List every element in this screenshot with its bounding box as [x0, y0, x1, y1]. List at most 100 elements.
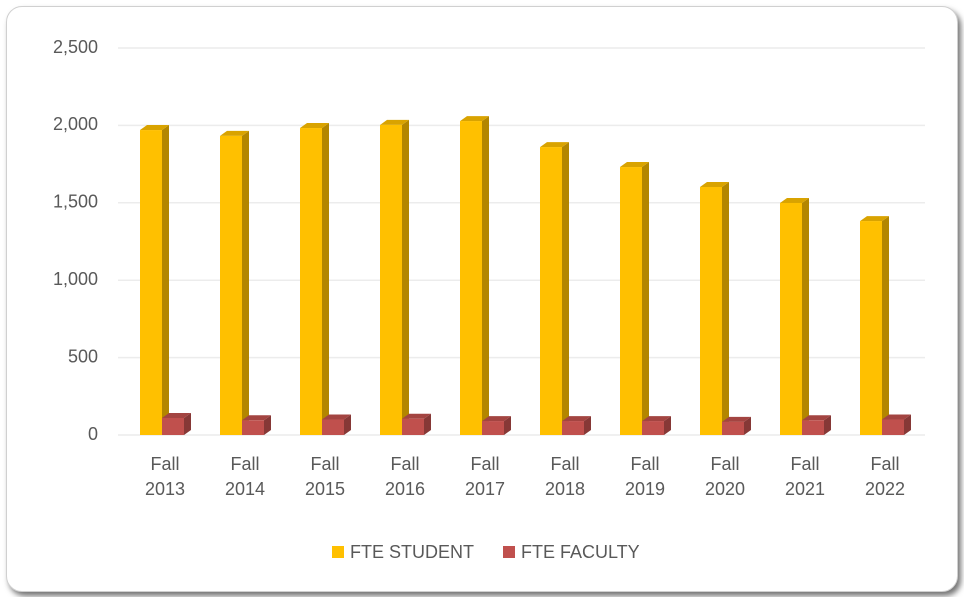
bar-side — [162, 125, 169, 435]
bar — [620, 162, 649, 435]
x-tick-label: Fall 2022 — [864, 454, 906, 499]
bar — [860, 216, 889, 435]
bar — [380, 119, 409, 435]
y-tick-label: 500 — [68, 346, 98, 366]
bar — [700, 182, 729, 435]
bar-front — [802, 420, 824, 435]
bar-top — [162, 412, 191, 418]
bar-side — [482, 116, 489, 435]
x-tick-label: Fall 2016 — [384, 454, 426, 499]
bar-front — [242, 420, 264, 435]
bar — [460, 116, 489, 435]
bar — [220, 130, 249, 436]
bar — [300, 123, 329, 435]
bar-top — [540, 142, 569, 148]
bar-side — [722, 182, 729, 435]
bar-side — [904, 414, 911, 435]
bar-top — [642, 416, 671, 422]
bar-side — [642, 162, 649, 435]
bar-top — [242, 415, 271, 421]
bar-top — [380, 119, 409, 125]
bar-front — [380, 124, 402, 435]
legend-swatch — [503, 546, 515, 558]
bar-top — [322, 414, 351, 420]
bar-top — [402, 413, 431, 419]
bar-side — [802, 197, 809, 435]
bar-front — [482, 421, 504, 435]
bar-top — [300, 123, 329, 129]
bar-top — [860, 216, 889, 222]
bar — [882, 414, 911, 435]
bar-front — [860, 221, 882, 435]
x-tick-label: Fall 2014 — [224, 454, 266, 499]
x-tick-label: Fall 2018 — [544, 454, 586, 499]
legend-label: FTE STUDENT — [350, 542, 474, 562]
legend-swatch — [332, 546, 344, 558]
bar — [482, 416, 511, 435]
bar-front — [460, 121, 482, 435]
bar-front — [562, 421, 584, 435]
bar-side — [424, 413, 431, 435]
bar — [242, 415, 271, 435]
bar-side — [824, 415, 831, 435]
bar — [540, 142, 569, 435]
bar-side — [584, 416, 591, 435]
bar-side — [264, 415, 271, 435]
bar-side — [402, 119, 409, 435]
bar-front — [300, 128, 322, 435]
bar — [780, 197, 809, 435]
bar-top — [722, 416, 751, 422]
bar-top — [700, 182, 729, 188]
bar-front — [700, 187, 722, 435]
bar-top — [620, 162, 649, 168]
bar-side — [504, 416, 511, 435]
bar-top — [220, 130, 249, 136]
bar-top — [140, 125, 169, 131]
x-tick-label: Fall 2015 — [304, 454, 346, 499]
bar-top — [562, 416, 591, 422]
bar-front — [402, 418, 424, 435]
bar-side — [562, 142, 569, 435]
bar — [322, 414, 351, 435]
bar — [722, 416, 751, 435]
legend-label: FTE FACULTY — [521, 542, 640, 562]
bar — [162, 412, 191, 435]
bar-side — [322, 123, 329, 435]
bar-front — [162, 417, 184, 435]
bar-side — [664, 416, 671, 435]
y-tick-label: 1,000 — [53, 269, 98, 289]
x-tick-label: Fall 2020 — [704, 454, 746, 499]
bar — [642, 416, 671, 435]
bar-side — [344, 414, 351, 435]
y-tick-label: 2,000 — [53, 114, 98, 134]
bar-side — [882, 216, 889, 435]
bar — [402, 413, 431, 435]
y-tick-label: 1,500 — [53, 192, 98, 212]
x-tick-label: Fall 2017 — [464, 454, 506, 499]
bar — [802, 415, 831, 435]
x-tick-label: Fall 2021 — [784, 454, 826, 499]
bar-top — [802, 415, 831, 421]
x-tick-label: Fall 2013 — [144, 454, 186, 499]
bar-front — [780, 202, 802, 435]
bar-top — [780, 197, 809, 203]
bar-front — [540, 147, 562, 435]
bar-top — [482, 416, 511, 422]
bar-front — [642, 421, 664, 435]
bar-side — [744, 416, 751, 435]
bar-top — [460, 116, 489, 122]
bar — [140, 125, 169, 435]
bar — [562, 416, 591, 435]
bar-side — [242, 130, 249, 436]
bar-top — [882, 414, 911, 420]
bar-side — [184, 412, 191, 435]
bar-front — [322, 419, 344, 435]
x-tick-label: Fall 2019 — [624, 454, 666, 499]
bar-front — [722, 421, 744, 435]
y-tick-label: 0 — [88, 424, 98, 444]
bar-front — [220, 135, 242, 436]
bar-front — [140, 130, 162, 435]
bar-front — [882, 419, 904, 435]
bar-front — [620, 167, 642, 435]
